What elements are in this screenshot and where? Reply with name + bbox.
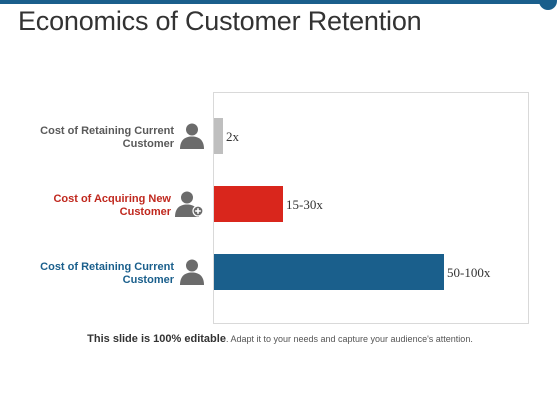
slide-footer: This slide is 100% editable. Adapt it to… (0, 333, 560, 345)
footer-emphasis: This slide is 100% editable (87, 333, 226, 345)
slide-title: Economics of Customer Retention (18, 6, 422, 36)
category-label: Cost of Retaining Current Customer (40, 261, 174, 286)
category-label: Cost of Acquiring New Customer (53, 193, 171, 218)
person-icon (179, 257, 209, 287)
person-icon (179, 121, 209, 151)
footer-text: . Adapt it to your needs and capture you… (225, 334, 473, 344)
category-label: Cost of Retaining Current Customer (40, 125, 174, 150)
top-accent-bar (0, 0, 548, 4)
bar-3 (214, 254, 444, 290)
bar-value-label: 15-30x (286, 197, 323, 212)
top-accent-dot (539, 0, 557, 10)
bar-2 (214, 186, 283, 222)
bar-1 (214, 118, 223, 154)
bar-value-label: 2x (226, 129, 239, 144)
person-add-icon (174, 189, 204, 219)
bar-value-label: 50-100x (447, 265, 491, 280)
chart-plot-area (213, 92, 529, 324)
